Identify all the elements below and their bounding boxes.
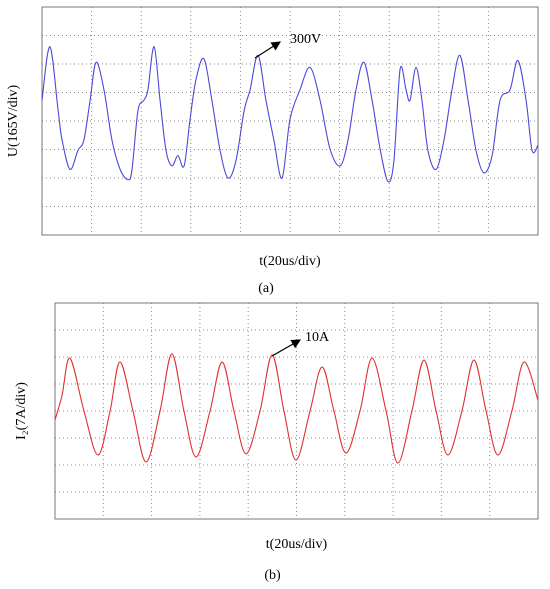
annotation: 10A	[305, 330, 330, 345]
caption: (a)	[258, 281, 274, 296]
annotation-arrow	[254, 41, 282, 59]
x-axis-label: t(20us/div)	[266, 537, 328, 552]
x-axis-label: t(20us/div)	[259, 254, 321, 269]
plot-frame	[54, 302, 539, 520]
plot-frame	[41, 6, 539, 236]
annotation-arrow	[271, 339, 302, 357]
y-axis-label: U(165V/div)	[6, 85, 21, 158]
y-axis-label: I₂(7A/div)	[14, 382, 29, 440]
annotation: 300V	[290, 32, 321, 47]
caption: (b)	[264, 568, 281, 583]
waveform	[54, 353, 539, 464]
waveform	[41, 46, 539, 183]
